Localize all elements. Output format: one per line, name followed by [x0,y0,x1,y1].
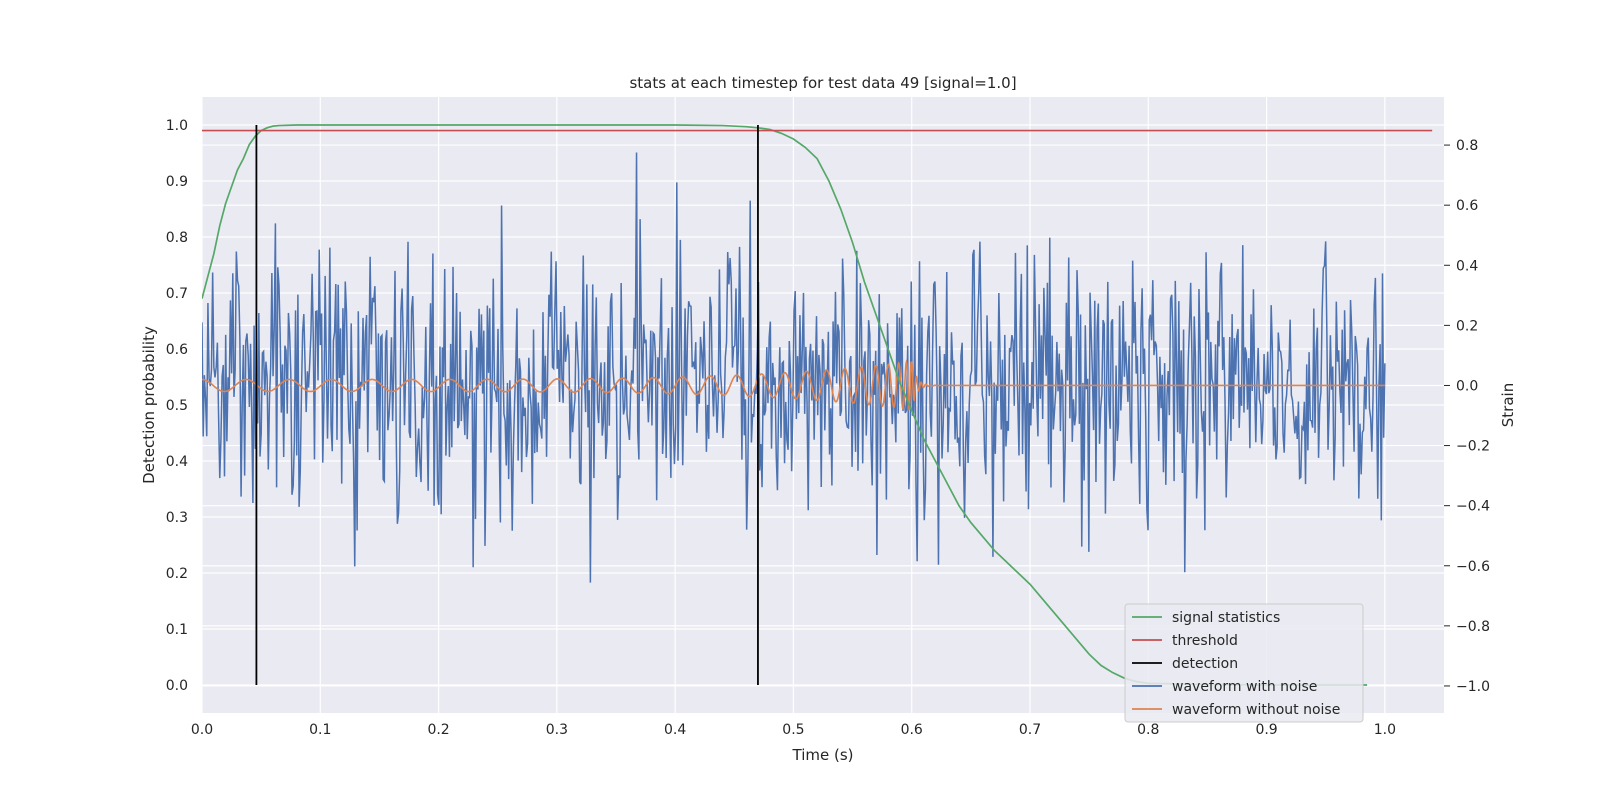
x-tick-label: 0.6 [901,722,923,738]
legend: signal statistics threshold detection wa… [1124,603,1364,723]
right-tick-label: 0.2 [1456,318,1478,334]
chart-title: stats at each timestep for test data 49 … [629,74,1016,92]
x-tick-label: 0.9 [1255,722,1277,738]
right-tick-label: −0.2 [1456,439,1490,455]
series-waveform-without-noise [202,359,1385,411]
x-tick-labels: 0.0 0.1 0.2 0.3 0.4 0.5 0.6 0.7 0.8 0.9 1.0 [191,722,1396,738]
x-tick-label: 0.7 [1019,722,1041,738]
right-tick-label: 0.0 [1456,378,1478,394]
right-tick-label: −0.8 [1456,619,1490,635]
legend-label-threshold: threshold [1172,633,1238,649]
legend-box [1124,603,1364,723]
grid [201,97,1444,713]
right-axis-label: Strain [1499,383,1517,427]
left-tick-label: 0.1 [166,622,188,638]
right-tick-label: −0.4 [1456,499,1490,515]
x-tick-label: 0.5 [782,722,804,738]
x-tick-label: 0.2 [427,722,449,738]
left-tick-label: 0.9 [166,174,188,190]
left-tick-label: 0.5 [166,398,188,414]
x-axis-label: Time (s) [792,746,854,764]
legend-label-signal-statistics: signal statistics [1172,610,1280,626]
x-tick-label: 1.0 [1374,722,1396,738]
series-waveform-with-noise [202,152,1386,583]
left-tick-label: 0.2 [166,566,188,582]
series-layer [202,124,1433,686]
legend-label-waveform-with-noise: waveform with noise [1172,679,1317,695]
left-axis-label: Detection probability [140,326,158,484]
left-tick-label: 0.4 [166,454,188,470]
series-signal-statistics [202,124,1368,686]
legend-label-detection: detection [1172,656,1238,672]
left-tick-label: 0.3 [166,510,188,526]
x-tick-label: 0.4 [664,722,686,738]
left-tick-label: 0.7 [166,286,188,302]
right-tick-label: 0.8 [1456,138,1478,154]
right-tick-labels: −1.0 −0.8 −0.6 −0.4 −0.2 0.0 0.2 0.4 0.6 0.8 [1444,138,1490,695]
legend-label-waveform-without-noise: waveform without noise [1172,702,1340,718]
x-tick-label: 0.8 [1137,722,1159,738]
right-tick-label: −0.6 [1456,559,1490,575]
left-tick-label: 0.8 [166,230,188,246]
x-tick-label: 0.0 [191,722,213,738]
x-tick-label: 0.3 [546,722,568,738]
left-tick-labels: 0.0 0.1 0.2 0.3 0.4 0.5 0.6 0.7 0.8 0.9 1.0 [166,118,188,694]
x-tick-label: 0.1 [309,722,331,738]
left-tick-label: 0.6 [166,342,188,358]
left-tick-label: 0.0 [166,678,188,694]
right-tick-label: 0.6 [1456,198,1478,214]
right-tick-label: 0.4 [1456,258,1478,274]
left-tick-label: 1.0 [166,118,188,134]
right-tick-label: −1.0 [1456,679,1490,695]
